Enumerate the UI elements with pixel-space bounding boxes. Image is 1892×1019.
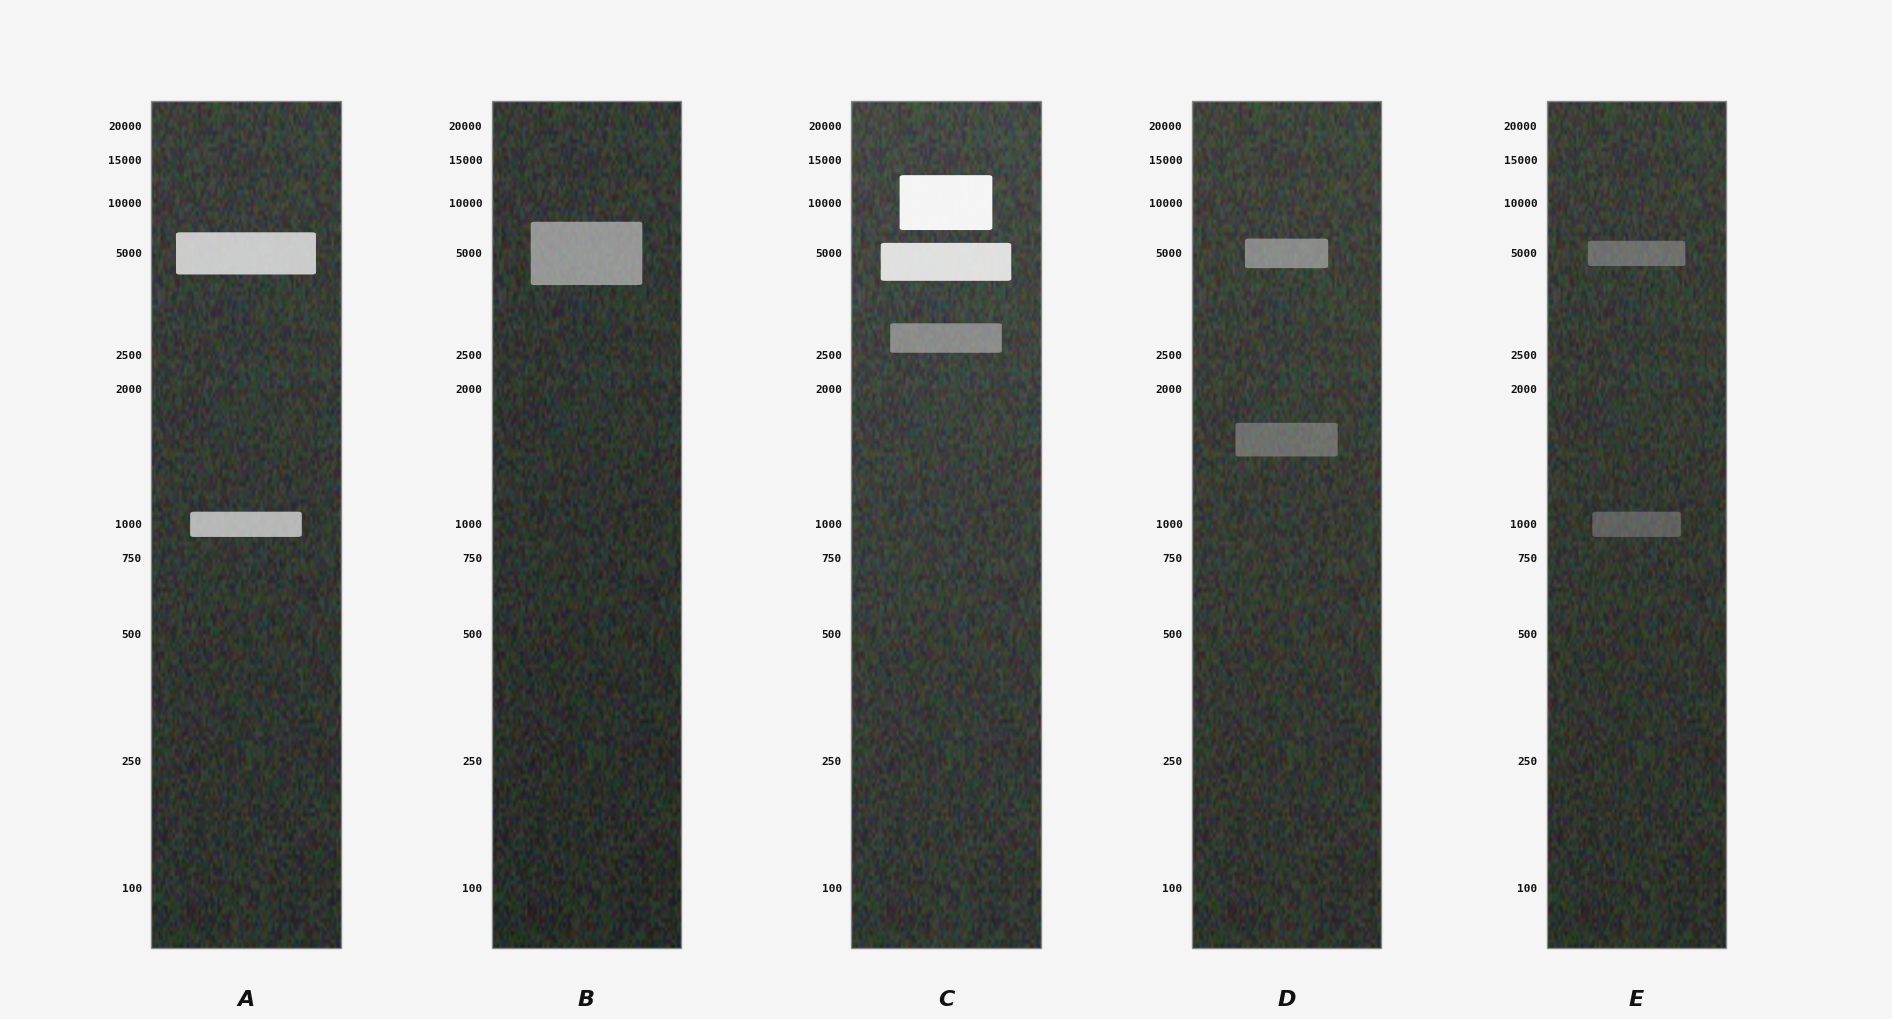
Text: 100: 100 [1517, 883, 1536, 894]
Text: 2000: 2000 [115, 384, 142, 394]
Text: 5000: 5000 [815, 249, 842, 259]
Text: 10000: 10000 [808, 199, 842, 209]
Text: C: C [938, 988, 954, 1009]
Text: 500: 500 [1162, 630, 1182, 640]
Text: 10000: 10000 [1504, 199, 1536, 209]
Text: 2500: 2500 [115, 351, 142, 361]
Text: 750: 750 [1162, 553, 1182, 564]
FancyBboxPatch shape [901, 176, 991, 231]
Bar [1548, 102, 1726, 948]
Text: 500: 500 [1517, 630, 1536, 640]
Text: 15000: 15000 [1504, 156, 1536, 166]
Text: 250: 250 [821, 756, 842, 766]
Text: 750: 750 [821, 553, 842, 564]
Bar [1192, 102, 1381, 948]
Text: 1000: 1000 [1510, 520, 1536, 530]
Text: 1000: 1000 [815, 520, 842, 530]
Text: 750: 750 [1517, 553, 1536, 564]
Text: 2500: 2500 [1156, 351, 1182, 361]
Text: 100: 100 [121, 883, 142, 894]
Text: E: E [1629, 988, 1644, 1009]
Text: 15000: 15000 [448, 156, 482, 166]
Text: 15000: 15000 [808, 156, 842, 166]
Text: 750: 750 [121, 553, 142, 564]
Text: 5000: 5000 [115, 249, 142, 259]
Text: 2000: 2000 [1510, 384, 1536, 394]
Text: 15000: 15000 [1148, 156, 1182, 166]
FancyBboxPatch shape [1235, 423, 1338, 458]
Text: 2000: 2000 [1156, 384, 1182, 394]
Text: 15000: 15000 [108, 156, 142, 166]
Text: 1000: 1000 [456, 520, 482, 530]
Text: 20000: 20000 [448, 122, 482, 132]
Text: 100: 100 [462, 883, 482, 894]
Text: 250: 250 [121, 756, 142, 766]
Text: 500: 500 [821, 630, 842, 640]
Bar [151, 102, 341, 948]
Bar [492, 102, 681, 948]
Text: 2500: 2500 [456, 351, 482, 361]
Text: D: D [1277, 988, 1296, 1009]
Text: 20000: 20000 [808, 122, 842, 132]
Text: 20000: 20000 [1504, 122, 1536, 132]
Text: 10000: 10000 [448, 199, 482, 209]
Bar [851, 102, 1041, 948]
Text: 250: 250 [462, 756, 482, 766]
Text: 20000: 20000 [108, 122, 142, 132]
Text: A: A [236, 988, 255, 1009]
Text: 1000: 1000 [1156, 520, 1182, 530]
Text: 100: 100 [1162, 883, 1182, 894]
FancyBboxPatch shape [889, 324, 1003, 354]
Text: 2000: 2000 [815, 384, 842, 394]
FancyBboxPatch shape [530, 222, 641, 285]
Text: 2500: 2500 [1510, 351, 1536, 361]
Text: 250: 250 [1517, 756, 1536, 766]
Text: 250: 250 [1162, 756, 1182, 766]
Text: 10000: 10000 [108, 199, 142, 209]
Text: 500: 500 [462, 630, 482, 640]
Text: 2000: 2000 [456, 384, 482, 394]
FancyBboxPatch shape [176, 233, 316, 275]
FancyBboxPatch shape [1245, 239, 1328, 269]
Text: 10000: 10000 [1148, 199, 1182, 209]
Text: 2500: 2500 [815, 351, 842, 361]
Text: 5000: 5000 [1510, 249, 1536, 259]
Text: 20000: 20000 [1148, 122, 1182, 132]
FancyBboxPatch shape [189, 513, 303, 537]
Text: 5000: 5000 [1156, 249, 1182, 259]
Text: 1000: 1000 [115, 520, 142, 530]
Text: 5000: 5000 [456, 249, 482, 259]
FancyBboxPatch shape [1593, 513, 1680, 537]
FancyBboxPatch shape [880, 244, 1010, 281]
Text: 500: 500 [121, 630, 142, 640]
Text: 100: 100 [821, 883, 842, 894]
Text: B: B [579, 988, 594, 1009]
Text: 750: 750 [462, 553, 482, 564]
FancyBboxPatch shape [1587, 242, 1686, 267]
